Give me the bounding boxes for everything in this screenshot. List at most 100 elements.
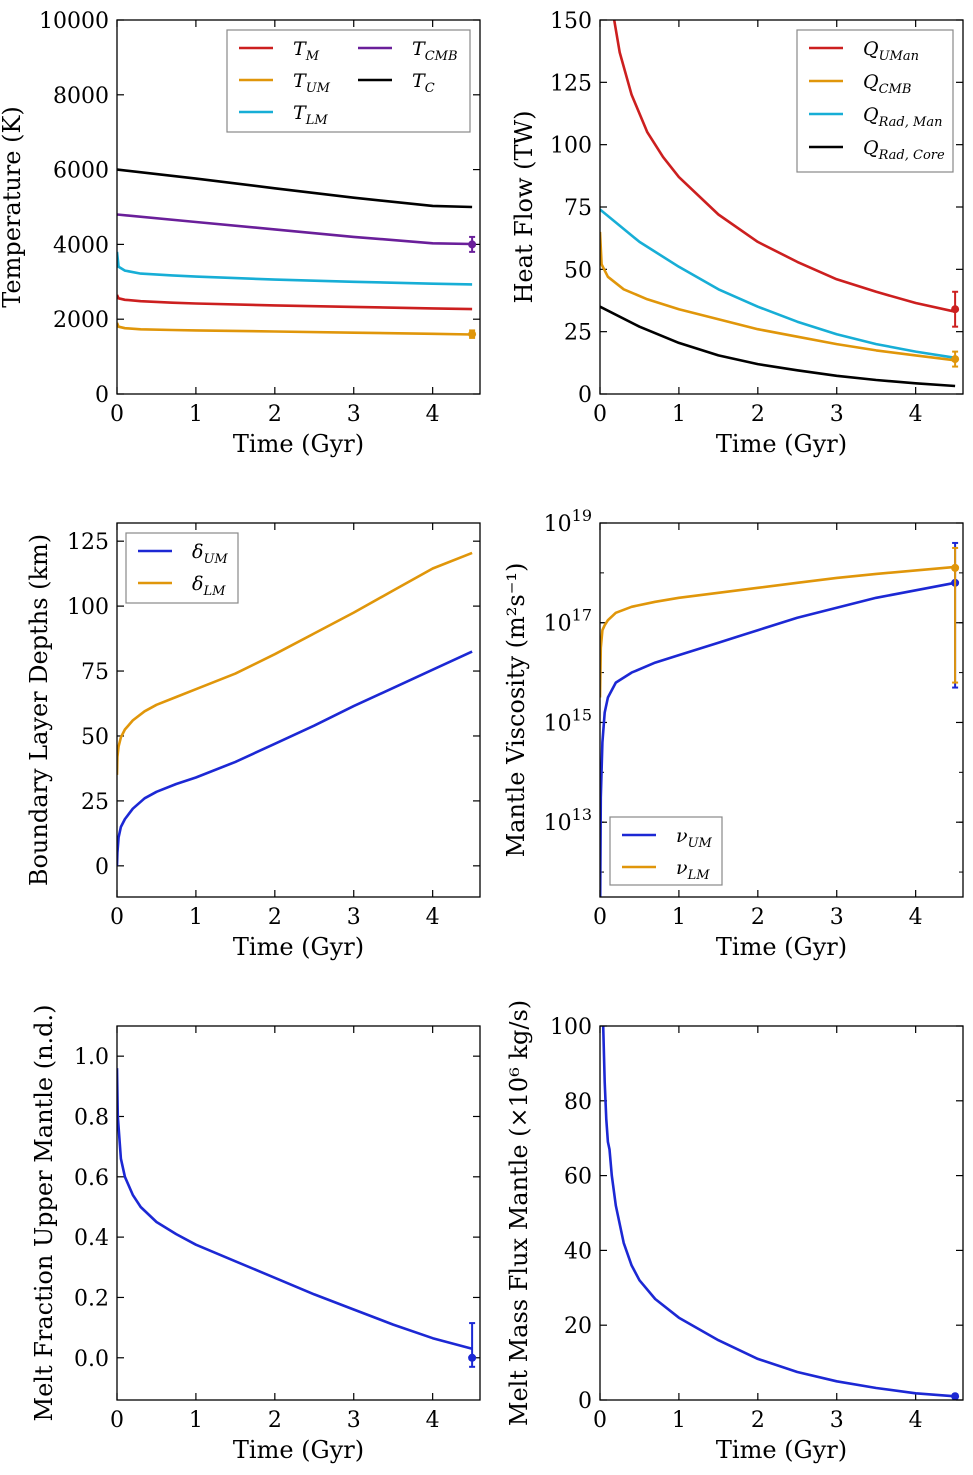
plot-frame [599,19,964,395]
endpoint-marker [951,305,960,314]
legend: TM TUM TLM TCMB TC [226,29,471,133]
x-tick-label: 2 [751,905,765,930]
x-axis-label: Time (Gyr) [233,1436,364,1464]
legend-label: QCMB [863,71,911,97]
series-line-Q_Rad,Man [600,208,956,360]
series-line-melt_mass_flux [601,1026,956,1398]
y-tick-label: 25 [81,790,109,815]
endpoint-T_CMB [468,235,477,253]
x-tick-label: 3 [347,905,361,930]
y-tick-label: 0 [578,1389,592,1414]
panel-3: 0 1 2 3 4 0 25 50 75 100 125 Time (Gyr) Boundary Lay… [25,522,481,961]
plot-frame [599,522,964,898]
x-tick-label: 3 [830,905,844,930]
y-tick-label: 60 [564,1165,592,1190]
y-tick-label: 75 [564,196,592,221]
panel-2: 0 1 2 3 4 0 25 50 75 100 125 150 Time (Gyr) Heat Flow… [510,9,964,458]
x-axis-label: Time (Gyr) [233,933,364,961]
x-tick-label: 0 [593,1408,607,1433]
y-tick-label: 0.4 [74,1226,109,1251]
legend-box [125,532,239,604]
y-tick-label: 1019 [544,506,592,537]
plot-frame [116,19,481,395]
y-tick-label: 50 [564,258,592,283]
y-tick-label: 75 [81,660,109,685]
endpoint-marker [951,355,960,364]
y-tick-label: 1.0 [74,1045,109,1070]
x-tick-label: 2 [751,1408,765,1433]
y-tick-label: 2000 [53,308,109,333]
x-tick-label: 2 [268,1408,282,1433]
y-tick-label: 100 [550,134,592,159]
y-tick-label: 40 [564,1239,592,1264]
y-axis-label: Temperature (K) [0,106,26,308]
y-tick-label: 0 [95,855,109,880]
endpoint-marker [951,563,960,572]
plot-frame [116,1025,481,1401]
legend-label: QRad, Core [863,137,945,163]
x-tick-label: 2 [268,905,282,930]
legend-label: QUMan [863,38,919,64]
endpoint-marker [468,240,477,249]
endpoint-nu_LM [951,546,960,684]
series-line-Q_UMan [612,20,956,313]
legend-box [609,816,723,886]
y-tick-label: 0 [578,383,592,408]
series-line-nu_LM [600,565,956,698]
x-tick-label: 3 [830,1408,844,1433]
series-line-T_M [117,294,473,311]
panel-4: 0 1 2 3 4 1013 1015 1017 1019 Time (Gyr) Mantle Vi… [502,506,964,961]
x-axis-label: Time (Gyr) [716,1436,847,1464]
x-tick-label: 2 [268,402,282,427]
legend-label: νLM [676,857,710,883]
endpoint-marker [951,1392,960,1401]
legend-label: TCMB [412,38,458,64]
series-line-melt_fraction [117,1068,473,1350]
endpoint-marker [468,330,477,339]
endpoint-melt_fraction [468,1322,477,1368]
y-tick-label: 8000 [53,84,109,109]
y-tick-label: 80 [564,1090,592,1115]
x-tick-label: 1 [672,905,686,930]
x-axis-label: Time (Gyr) [716,430,847,458]
legend: QUMan QCMB QRad, Man QRad, Core [796,29,954,173]
legend-label: TM [293,38,320,64]
endpoint-Q_UMan [951,290,960,328]
legend-label: δLM [192,573,226,599]
x-tick-label: 0 [593,402,607,427]
x-tick-label: 3 [347,402,361,427]
legend-label: δUM [192,541,228,567]
x-tick-label: 4 [909,905,923,930]
series-line-Q_CMB [600,231,956,362]
panel-1: 0 1 2 3 4 0 2000 4000 6000 8000 10000 Time (Gyr) Tem… [0,9,481,458]
series-line-T_LM [117,251,473,286]
x-tick-label: 3 [347,1408,361,1433]
legend-label: QRad, Man [863,104,942,130]
x-tick-label: 4 [426,905,440,930]
y-tick-label: 0 [95,383,109,408]
series-line-Q_Rad,Core [600,305,956,388]
x-tick-label: 0 [110,1408,124,1433]
x-tick-label: 1 [189,905,203,930]
endpoint-Q_CMB [951,350,960,368]
y-tick-label: 150 [550,9,592,34]
legend-box [796,29,954,173]
x-tick-label: 0 [110,905,124,930]
x-tick-label: 1 [189,402,203,427]
y-tick-label: 1015 [544,705,592,736]
legend-label: TUM [293,70,331,96]
endpoint-T_UM [468,329,477,339]
y-axis-label: Boundary Layer Depths (km) [25,534,53,886]
x-tick-label: 0 [593,905,607,930]
x-tick-label: 4 [426,1408,440,1433]
legend-label: TC [412,70,435,96]
y-tick-label: 1017 [544,606,592,637]
panel-5: 0 1 2 3 4 0.0 0.2 0.4 0.6 0.8 1.0 Time (Gyr) Melt Fr… [30,1004,481,1464]
y-tick-label: 20 [564,1314,592,1339]
y-axis-label: Mantle Viscosity (m²s⁻¹) [502,563,530,858]
x-tick-label: 3 [830,402,844,427]
y-tick-label: 125 [550,71,592,96]
plot-frame [116,522,481,898]
